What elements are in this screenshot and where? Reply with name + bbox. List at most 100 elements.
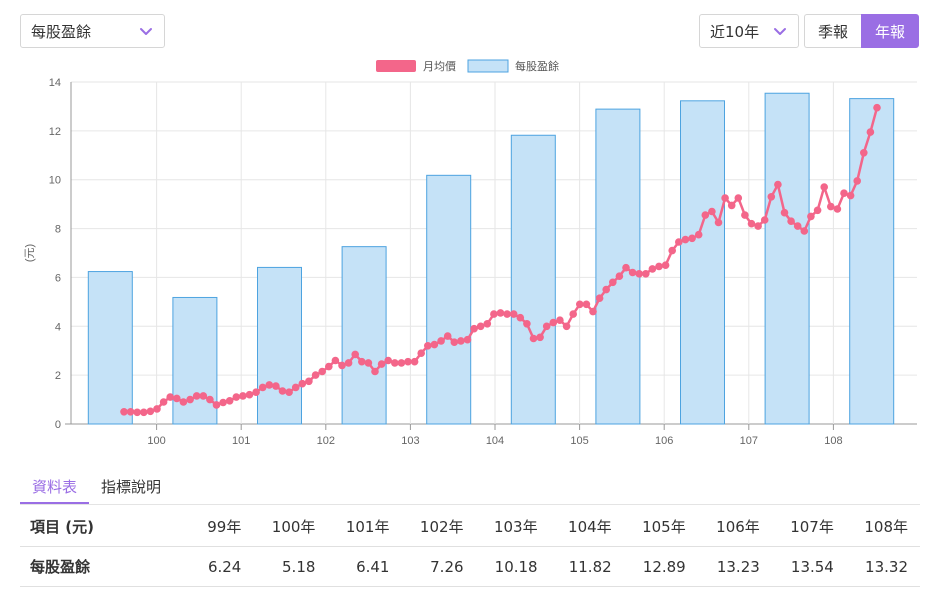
price-point[interactable] <box>133 408 141 417</box>
price-point[interactable] <box>576 300 584 309</box>
price-point[interactable] <box>760 216 769 224</box>
price-point[interactable] <box>648 265 657 273</box>
price-point[interactable] <box>325 362 333 371</box>
price-point[interactable] <box>186 395 194 404</box>
eps-bar[interactable] <box>764 92 810 425</box>
price-point[interactable] <box>364 359 373 367</box>
price-point[interactable] <box>179 398 188 406</box>
price-point[interactable] <box>476 322 485 331</box>
price-point[interactable] <box>483 320 492 328</box>
price-point[interactable] <box>675 238 683 246</box>
price-point[interactable] <box>358 357 366 366</box>
price-point[interactable] <box>727 201 736 210</box>
price-point[interactable] <box>430 340 439 349</box>
quarterly-button[interactable]: 季報 <box>804 14 862 48</box>
price-point[interactable] <box>212 401 221 409</box>
price-point[interactable] <box>437 337 445 345</box>
price-point[interactable] <box>311 371 320 379</box>
price-point[interactable] <box>140 408 148 417</box>
price-point[interactable] <box>866 128 875 136</box>
price-point[interactable] <box>747 219 756 228</box>
price-point[interactable] <box>192 392 201 400</box>
price-point[interactable] <box>688 234 696 243</box>
price-point[interactable] <box>681 235 690 244</box>
price-point[interactable] <box>807 212 815 221</box>
price-point[interactable] <box>628 268 637 277</box>
price-point[interactable] <box>774 180 782 189</box>
price-point[interactable] <box>239 392 247 400</box>
price-point[interactable] <box>166 393 174 401</box>
price-point[interactable] <box>602 285 610 294</box>
price-point[interactable] <box>595 294 604 303</box>
price-point[interactable] <box>787 217 795 225</box>
price-point[interactable] <box>549 318 558 327</box>
price-point[interactable] <box>536 333 544 342</box>
price-point[interactable] <box>338 361 346 370</box>
price-point[interactable] <box>509 310 518 318</box>
price-point[interactable] <box>569 310 577 318</box>
yearly-button[interactable]: 年報 <box>861 14 920 48</box>
tab-data-table[interactable]: 資料表 <box>20 470 90 504</box>
price-point[interactable] <box>199 392 208 400</box>
price-point[interactable] <box>827 202 835 211</box>
price-point[interactable] <box>457 337 465 345</box>
price-point[interactable] <box>272 382 280 390</box>
price-point[interactable] <box>417 349 426 358</box>
eps-bar[interactable] <box>87 271 133 425</box>
tab-indicator-description[interactable]: 指標說明 <box>101 478 162 496</box>
price-point[interactable] <box>635 270 643 278</box>
price-point[interactable] <box>245 390 254 399</box>
price-point[interactable] <box>853 177 861 185</box>
price-point[interactable] <box>331 356 340 365</box>
price-point[interactable] <box>397 359 406 367</box>
chart-legend[interactable]: 月均價 每股盈餘 <box>376 59 559 73</box>
price-point[interactable] <box>298 379 307 388</box>
price-point[interactable] <box>285 388 293 397</box>
price-point[interactable] <box>318 367 327 376</box>
price-point[interactable] <box>800 227 809 235</box>
price-point[interactable] <box>833 205 842 213</box>
price-point[interactable] <box>344 359 353 367</box>
price-point[interactable] <box>694 230 703 239</box>
price-point[interactable] <box>846 191 855 200</box>
price-point[interactable] <box>219 398 227 407</box>
price-point[interactable] <box>516 313 525 322</box>
price-point[interactable] <box>153 405 161 413</box>
price-point[interactable] <box>410 357 419 366</box>
eps-bar[interactable] <box>172 296 218 425</box>
price-point[interactable] <box>305 377 313 386</box>
price-point[interactable] <box>225 397 234 405</box>
price-point[interactable] <box>384 356 393 365</box>
eps-bar[interactable] <box>680 100 725 425</box>
price-point[interactable] <box>582 300 591 309</box>
price-point[interactable] <box>741 211 749 219</box>
price-point[interactable] <box>780 208 789 217</box>
price-point[interactable] <box>252 388 260 397</box>
price-point[interactable] <box>873 103 881 112</box>
price-point[interactable] <box>793 222 802 230</box>
eps-bar[interactable] <box>510 134 556 425</box>
price-point[interactable] <box>668 246 676 255</box>
price-point[interactable] <box>450 338 459 347</box>
price-point[interactable] <box>496 309 505 317</box>
price-point[interactable] <box>351 350 360 359</box>
price-point[interactable] <box>463 335 472 344</box>
price-point[interactable] <box>813 206 822 215</box>
price-point[interactable] <box>120 408 128 416</box>
price-point[interactable] <box>529 334 538 343</box>
price-point[interactable] <box>655 262 663 271</box>
price-point[interactable] <box>258 383 267 392</box>
price-point[interactable] <box>232 393 241 401</box>
price-point[interactable] <box>391 359 399 367</box>
price-point[interactable] <box>278 387 287 395</box>
price-point[interactable] <box>714 218 723 227</box>
price-point[interactable] <box>642 270 650 278</box>
price-point[interactable] <box>424 342 432 350</box>
price-point[interactable] <box>470 324 478 333</box>
eps-bar[interactable] <box>257 266 302 425</box>
metric-select[interactable]: 每股盈餘 <box>20 14 165 48</box>
price-point[interactable] <box>840 189 848 197</box>
price-point[interactable] <box>721 194 729 202</box>
eps-bar[interactable] <box>595 108 641 425</box>
price-point[interactable] <box>377 360 386 368</box>
